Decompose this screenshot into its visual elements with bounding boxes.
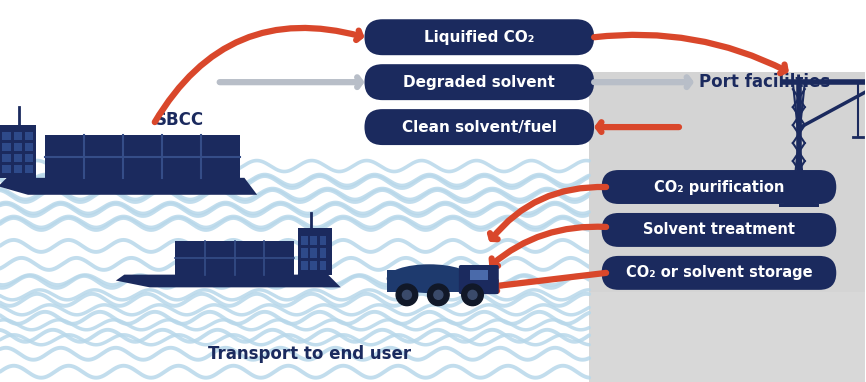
Bar bbox=[320, 248, 326, 257]
Bar bbox=[175, 241, 294, 275]
Bar bbox=[14, 132, 22, 140]
Bar bbox=[310, 236, 317, 245]
Bar bbox=[310, 261, 317, 270]
Bar bbox=[298, 228, 333, 275]
Ellipse shape bbox=[387, 264, 472, 293]
Circle shape bbox=[462, 284, 483, 306]
Bar bbox=[387, 270, 472, 292]
FancyBboxPatch shape bbox=[365, 64, 594, 100]
Bar bbox=[784, 197, 814, 205]
Circle shape bbox=[468, 290, 477, 299]
Bar bbox=[320, 261, 326, 270]
Bar bbox=[0, 230, 589, 382]
Bar bbox=[0, 125, 36, 178]
Bar bbox=[320, 236, 326, 245]
Circle shape bbox=[403, 290, 411, 299]
Bar bbox=[3, 143, 11, 151]
Text: Clean solvent/fuel: Clean solvent/fuel bbox=[402, 120, 557, 134]
Bar bbox=[3, 132, 11, 140]
Text: CO₂ purification: CO₂ purification bbox=[654, 180, 784, 194]
Text: Solvent treatment: Solvent treatment bbox=[643, 222, 795, 238]
FancyBboxPatch shape bbox=[459, 265, 499, 294]
Text: Liquified CO₂: Liquified CO₂ bbox=[424, 30, 534, 45]
Polygon shape bbox=[116, 275, 340, 287]
Bar bbox=[14, 143, 22, 151]
Text: Degraded solvent: Degraded solvent bbox=[404, 74, 555, 90]
Circle shape bbox=[396, 284, 417, 306]
FancyBboxPatch shape bbox=[365, 109, 594, 145]
Bar bbox=[14, 165, 22, 173]
FancyBboxPatch shape bbox=[365, 19, 594, 55]
Polygon shape bbox=[0, 178, 257, 195]
Text: SBCC: SBCC bbox=[155, 111, 204, 129]
Bar bbox=[589, 72, 865, 382]
Bar bbox=[24, 132, 33, 140]
Bar bbox=[301, 236, 307, 245]
Circle shape bbox=[434, 290, 443, 299]
FancyBboxPatch shape bbox=[602, 213, 837, 247]
Text: CO₂ or solvent storage: CO₂ or solvent storage bbox=[625, 265, 812, 280]
Bar bbox=[301, 248, 307, 257]
Text: Port facililties: Port facililties bbox=[699, 73, 830, 91]
Bar bbox=[779, 204, 818, 207]
Bar bbox=[3, 154, 11, 162]
Bar bbox=[24, 143, 33, 151]
Bar bbox=[45, 135, 240, 178]
FancyBboxPatch shape bbox=[602, 170, 837, 204]
Bar bbox=[24, 165, 33, 173]
Bar bbox=[310, 248, 317, 257]
Text: Transport to end user: Transport to end user bbox=[208, 345, 411, 363]
FancyBboxPatch shape bbox=[602, 256, 837, 290]
Bar bbox=[589, 72, 865, 292]
Bar bbox=[3, 165, 11, 173]
Bar bbox=[301, 261, 307, 270]
Bar bbox=[14, 154, 22, 162]
Bar bbox=[24, 154, 33, 162]
Circle shape bbox=[428, 284, 449, 306]
Bar bbox=[470, 270, 488, 280]
